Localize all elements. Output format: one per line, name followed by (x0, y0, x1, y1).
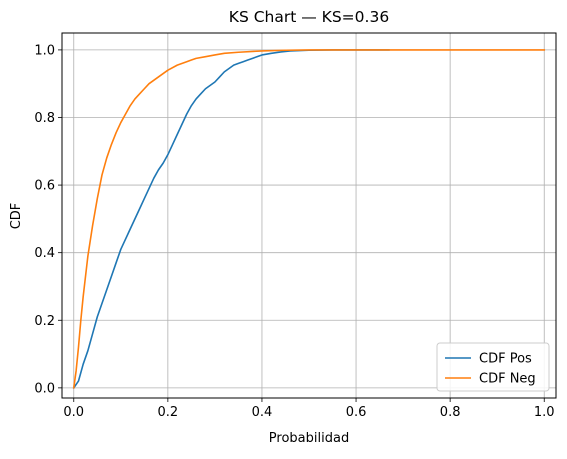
chart-title: KS Chart — KS=0.36 (229, 8, 389, 26)
x-tick-label-1: 0.2 (158, 405, 179, 420)
x-tick-label-0: 0.0 (63, 405, 84, 420)
y-axis-label: CDF (9, 203, 24, 230)
y-tick-label-4: 0.8 (34, 111, 55, 126)
x-tick-label-2: 0.4 (252, 405, 273, 420)
legend: CDF Pos CDF Neg (436, 342, 550, 392)
x-axis-label: Probabilidad (269, 431, 349, 446)
x-tick-label-5: 1.0 (534, 405, 555, 420)
plot-frame (61, 32, 557, 399)
y-tick-label-0: 0.0 (34, 381, 55, 396)
series-layer (72, 49, 546, 389)
x-tick-label-3: 0.6 (346, 405, 367, 420)
y-tick-label-5: 1.0 (34, 43, 55, 58)
legend-box (436, 342, 550, 392)
y-tick-label-3: 0.6 (34, 179, 55, 194)
legend-label-cdf-pos: CDF Pos (479, 352, 532, 367)
series-line-cdf-neg (72, 49, 546, 389)
legend-label-cdf-neg: CDF Neg (479, 372, 536, 387)
x-tick-label-4: 0.8 (440, 405, 461, 420)
y-tick-label-2: 0.4 (34, 246, 55, 261)
grid-layer (62, 33, 556, 398)
tick-layer: 0.0 0.2 0.4 0.6 0.8 1.0 0.0 0.2 0.4 0.6 0.8 1.0 (34, 43, 554, 420)
series-line-cdf-pos (72, 49, 390, 389)
y-tick-label-1: 0.2 (34, 314, 55, 329)
